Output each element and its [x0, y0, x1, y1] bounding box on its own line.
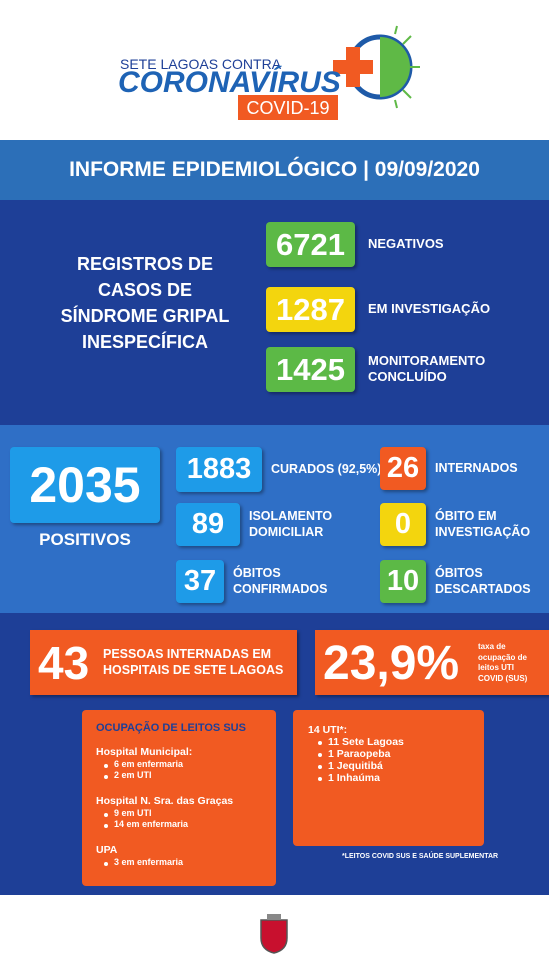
bullet [104, 862, 108, 866]
bullet [318, 777, 322, 781]
uti-box [293, 710, 484, 846]
count-box: 1425 [266, 347, 355, 392]
count-box: 1883 [176, 447, 262, 492]
occ-label: ocupação de [478, 652, 527, 662]
hosp-box [30, 630, 297, 695]
total-box: 2035 [10, 447, 160, 523]
bullet [318, 741, 322, 745]
bullet [104, 824, 108, 828]
group-item: 3 em enfermaria [114, 857, 184, 867]
count-label: ÓBITO EM [435, 508, 497, 523]
registros-heading: CASOS DE [97, 280, 193, 300]
occ-label: leitos UTI [478, 663, 515, 672]
group-name: Hospital N. Sra. das Graças [96, 795, 234, 807]
count-label: CONCLUÍDO [368, 369, 447, 384]
registros-heading: REGISTROS DE [76, 254, 214, 274]
sus-box [82, 710, 276, 886]
sus-title: OCUPAÇÃO DE LEITOS SUS [96, 722, 246, 734]
tag-box [238, 95, 338, 120]
occ-label: taxa de [478, 642, 506, 651]
count-label: MONITORAMENTO [368, 353, 486, 368]
registros-heading: INESPECÍFICA [81, 332, 209, 352]
bullet [104, 764, 108, 768]
uti-item: 11 Sete Lagoas [328, 736, 404, 748]
count-label: DOMICILIAR [249, 524, 324, 539]
logo-line: SETE LAGOAS CONTRA [120, 56, 282, 72]
hosp-label: HOSPITAIS DE SETE LAGOAS [103, 663, 284, 677]
count-label: INTERNADOS [435, 460, 518, 475]
count-label: CONFIRMADOS [233, 581, 328, 596]
hosp-label: PESSOAS INTERNADAS EM [103, 647, 272, 661]
count-box: 89 [176, 503, 240, 546]
uti-item: 1 Jequitibá [328, 760, 383, 772]
count-box: 6721 [266, 222, 355, 267]
logo-brand: CORONAVÍRUS [118, 66, 341, 99]
uti-item: 1 Inhaúma [328, 772, 380, 784]
total-label: POSITIVOS [39, 530, 131, 549]
footnote: *LEITOS COVID SUS E SAÚDE SUPLEMENTAR [342, 853, 499, 860]
count-label: ÓBITOS [233, 565, 281, 580]
count-label: NEGATIVOS [368, 236, 444, 251]
count-label: CURADOS (92,5%) [271, 461, 382, 476]
uti-title: 14 UTI*: [308, 724, 348, 736]
bullet [318, 765, 322, 769]
bullet [104, 775, 108, 779]
occ-box [315, 630, 549, 695]
count-label: EM INVESTIGAÇÃO [368, 301, 491, 316]
uti-item: 1 Paraopeba [328, 748, 391, 760]
registros-heading: SÍNDROME GRIPAL [60, 306, 230, 326]
count-box: 26 [380, 447, 426, 490]
occ-label: COVID (SUS) [478, 673, 528, 683]
count-label: INVESTIGAÇÃO [435, 524, 531, 539]
group-item: 9 em UTI [114, 808, 152, 818]
count-label: DESCARTADOS [435, 581, 531, 596]
occ-value: 23,9% [323, 637, 460, 690]
title-band [0, 140, 549, 200]
logo-tag: COVID-19 [246, 98, 330, 118]
count-box: 0 [380, 503, 426, 546]
count-box: 37 [176, 560, 224, 603]
bullet [104, 813, 108, 817]
count-label: ÓBITOS [435, 565, 483, 580]
group-name: UPA [96, 844, 118, 856]
count-box: 1287 [266, 287, 355, 332]
count-label: ISOLAMENTO [249, 508, 333, 523]
crest [260, 914, 288, 954]
group-item: 14 em enfermaria [114, 819, 189, 829]
report-title: INFORME EPIDEMIOLÓGICO | 09/09/2020 [69, 158, 480, 181]
logo-icon [333, 25, 420, 109]
hosp-value: 43 [38, 637, 90, 689]
group-item: 2 em UTI [114, 770, 152, 780]
group-name: Hospital Municipal: [96, 746, 193, 758]
count-box: 10 [380, 560, 426, 603]
group-item: 6 em enfermaria [114, 759, 184, 769]
bullet [318, 753, 322, 757]
